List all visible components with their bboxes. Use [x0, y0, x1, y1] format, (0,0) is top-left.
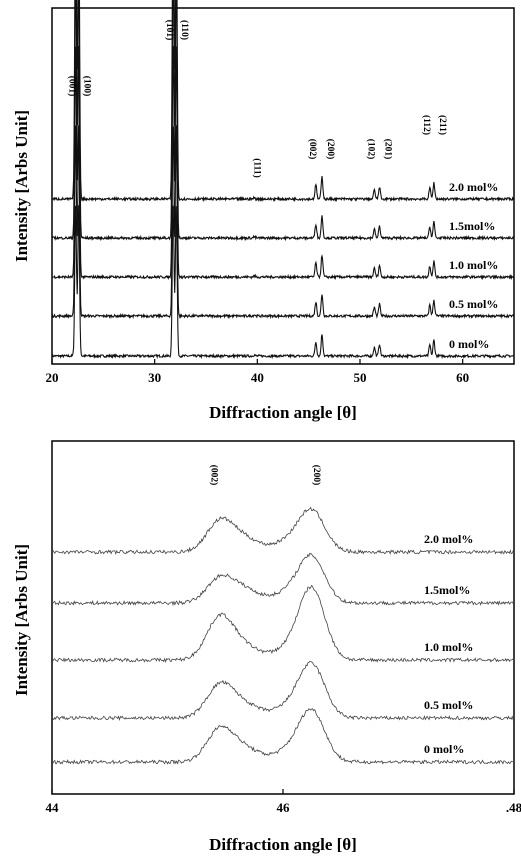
bottom-x-ticks: 44 46 .48	[46, 789, 521, 815]
bottom-chart: 44 46 .48 (002) (200) 0 mol% 0.5 mol% 1.0 mol…	[12, 440, 521, 854]
x-tick-label: 44	[46, 800, 60, 815]
top-y-axis-label: Intensity [Arbs Unit]	[12, 110, 31, 262]
series-line	[51, 552, 515, 607]
series-label: 2.0 mol%	[449, 180, 498, 194]
top-plot-frame	[51, 7, 515, 365]
top-chart: 20 30 40 50 60 (001) (100) (101) (110) (111) (002…	[12, 0, 515, 422]
peak-label: (200)	[325, 139, 336, 160]
x-tick-label: 60	[456, 370, 469, 385]
top-x-ticks: 20 30 40 50 60	[46, 359, 469, 385]
series-label: 0.5 mol%	[449, 297, 498, 311]
series-label: 2.0 mol%	[424, 532, 473, 546]
x-tick-label: 40	[251, 370, 264, 385]
series-line	[51, 205, 515, 360]
peak-label: (100)	[82, 76, 93, 97]
peak-label: (002)	[209, 465, 220, 486]
series-line	[51, 45, 515, 281]
bottom-series-group	[51, 506, 515, 765]
top-x-axis-label: Diffraction angle [θ]	[209, 403, 357, 422]
series-label: 1.0 mol%	[449, 258, 498, 272]
peak-label: (211)	[437, 115, 448, 135]
series-label: 0 mol%	[449, 337, 489, 351]
bottom-peak-labels: (002) (200)	[209, 465, 322, 486]
top-series-group	[51, 0, 515, 360]
series-label: 1.0 mol%	[424, 640, 473, 654]
series-label: 1.5mol%	[449, 219, 495, 233]
x-tick-label: 30	[148, 370, 161, 385]
series-label: 0.5 mol%	[424, 698, 473, 712]
peak-label: (201)	[383, 139, 394, 160]
series-label: 0 mol%	[424, 742, 464, 756]
peak-label: (112)	[421, 115, 432, 135]
series-line	[51, 660, 515, 721]
top-series-labels: 0 mol% 0.5 mol% 1.0 mol% 1.5mol% 2.0 mol%	[449, 180, 498, 351]
bottom-x-axis-label: Diffraction angle [θ]	[209, 835, 357, 854]
series-line	[52, 708, 515, 765]
x-tick-label: 46	[277, 800, 291, 815]
peak-label: (110)	[179, 20, 190, 40]
peak-label: (101)	[164, 20, 175, 41]
series-label: 1.5mol%	[424, 583, 470, 597]
series-line	[52, 584, 515, 664]
series-line	[51, 125, 515, 320]
bottom-y-axis-label: Intensity [Arbs Unit]	[12, 544, 31, 696]
peak-label: (002)	[307, 139, 318, 160]
peak-label: (001)	[67, 76, 78, 97]
peak-label: (102)	[365, 139, 376, 160]
series-line	[51, 0, 515, 242]
x-tick-label: 20	[46, 370, 59, 385]
bottom-series-labels: 0 mol% 0.5 mol% 1.0 mol% 1.5mol% 2.0 mol%	[424, 532, 473, 756]
peak-label: (111)	[251, 158, 262, 178]
x-tick-label: .48	[506, 800, 521, 815]
series-line	[51, 0, 515, 203]
series-line	[51, 506, 515, 555]
peak-label: (200)	[311, 465, 322, 486]
x-tick-label: 50	[354, 370, 367, 385]
top-peak-labels: (001) (100) (101) (110) (111) (002) (200) (102)…	[67, 20, 448, 178]
